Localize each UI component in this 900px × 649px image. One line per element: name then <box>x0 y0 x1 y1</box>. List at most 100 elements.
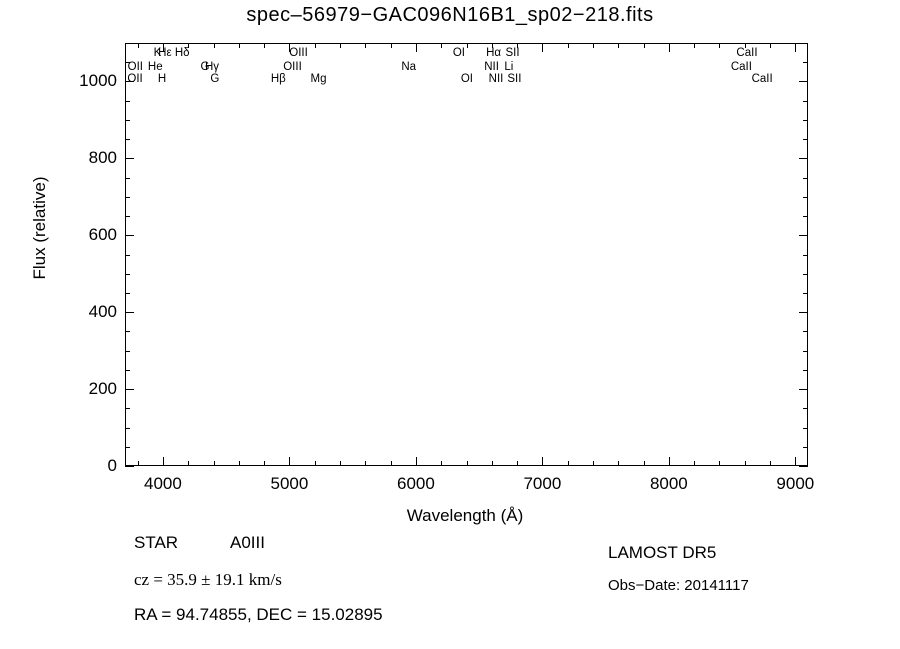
axis-tick <box>799 312 808 314</box>
axis-tick <box>803 331 808 333</box>
spectral-class-label: A0III <box>230 533 265 552</box>
axis-tick <box>390 461 392 466</box>
axis-tick <box>314 43 316 48</box>
axis-tick <box>125 62 130 64</box>
y-tick-label: 0 <box>107 456 117 475</box>
line-label-oiii: OIII <box>289 47 308 59</box>
axis-tick <box>137 461 139 466</box>
axis-tick <box>125 100 130 102</box>
axis-tick <box>125 235 134 237</box>
y-tick-label: 200 <box>88 379 117 399</box>
axis-tick <box>125 177 130 179</box>
x-tick-label: 9000 <box>776 474 815 493</box>
page-title: spec‒56979−GAC096N16B1_sp02−218.fits <box>246 4 654 26</box>
axis-tick <box>803 408 808 410</box>
axis-tick <box>125 81 134 83</box>
x-tick-label: 6000 <box>396 474 435 493</box>
axis-tick <box>795 457 797 466</box>
axis-tick <box>125 369 130 371</box>
axis-tick <box>125 427 130 429</box>
axis-tick <box>770 43 772 48</box>
axis-tick <box>770 461 772 466</box>
line-label-hα: Hα <box>486 47 502 59</box>
axis-tick <box>125 408 130 410</box>
axis-tick <box>668 43 670 52</box>
line-label-hδ: Hδ <box>174 47 190 59</box>
obs-date-label: Obs−Date: 20141117 <box>608 577 749 594</box>
axis-tick <box>799 235 808 237</box>
axis-tick <box>125 158 134 160</box>
axis-tick <box>803 100 808 102</box>
y-tick-label: 800 <box>88 148 117 168</box>
axis-tick <box>803 216 808 218</box>
axis-tick <box>803 139 808 141</box>
axis-tick <box>643 43 645 48</box>
axis-tick <box>668 457 670 466</box>
line-label-nii: NII <box>488 73 504 85</box>
axis-tick <box>238 461 240 466</box>
y-tick-label: 1000 <box>79 71 117 91</box>
line-label-nii: NII <box>484 61 499 73</box>
axis-tick <box>238 43 240 48</box>
axis-tick <box>289 43 291 52</box>
axis-tick <box>803 369 808 371</box>
line-label-k: K <box>153 47 162 59</box>
axis-tick <box>799 158 808 160</box>
axis-tick <box>188 43 190 48</box>
line-label-oiii: OIII <box>283 61 302 73</box>
axis-tick <box>542 457 544 466</box>
axis-tick <box>719 461 721 466</box>
survey-label: LAMOST DR5 <box>608 543 717 562</box>
axis-tick <box>125 139 130 141</box>
x-axis-label: Wavelength (Å) <box>406 506 524 525</box>
axis-tick <box>567 43 569 48</box>
line-label-na: Na <box>401 61 417 73</box>
axis-tick <box>592 461 594 466</box>
coordinates-value: RA = 94.74855, DEC = 15.02895 <box>134 605 383 624</box>
axis-tick <box>137 43 139 48</box>
line-label-caii: CaII <box>736 47 758 59</box>
axis-tick <box>365 43 367 48</box>
axis-tick <box>264 43 266 48</box>
axis-tick <box>415 43 417 52</box>
axis-tick <box>340 43 342 48</box>
axis-tick <box>795 43 797 52</box>
axis-tick <box>314 461 316 466</box>
axis-tick <box>694 43 696 48</box>
axis-tick <box>517 43 519 48</box>
axis-tick <box>213 461 215 466</box>
axis-tick <box>125 446 130 448</box>
axis-tick <box>803 254 808 256</box>
axis-tick <box>803 62 808 64</box>
axis-tick <box>799 466 808 467</box>
line-label-hγ: Hγ <box>204 61 219 73</box>
axis-tick <box>340 461 342 466</box>
line-label-mg: Mg <box>310 73 327 85</box>
axis-tick <box>441 43 443 48</box>
axis-tick <box>803 43 808 44</box>
line-label-hε: Hε <box>158 47 172 59</box>
x-tick-label: 8000 <box>649 474 688 493</box>
axis-tick <box>125 216 130 218</box>
cz-value: cz = 35.9 ± 19.1 km/s <box>134 570 282 589</box>
axis-tick <box>542 43 544 52</box>
line-label-he: He <box>147 61 163 73</box>
axis-tick <box>592 43 594 48</box>
line-label-li: Li <box>504 61 514 73</box>
axis-tick <box>694 461 696 466</box>
axis-tick <box>188 461 190 466</box>
line-label-g: G <box>210 73 220 85</box>
axis-tick <box>415 457 417 466</box>
line-label-sii: SII <box>505 47 520 59</box>
plot-frame <box>125 43 808 466</box>
axis-tick <box>799 81 808 83</box>
axis-tick <box>125 331 130 333</box>
y-tick-label: 600 <box>88 225 117 245</box>
axis-tick <box>803 177 808 179</box>
axis-tick <box>125 389 134 391</box>
x-tick-label: 5000 <box>270 474 309 493</box>
axis-tick <box>264 461 266 466</box>
line-label-hβ: Hβ <box>270 73 286 85</box>
